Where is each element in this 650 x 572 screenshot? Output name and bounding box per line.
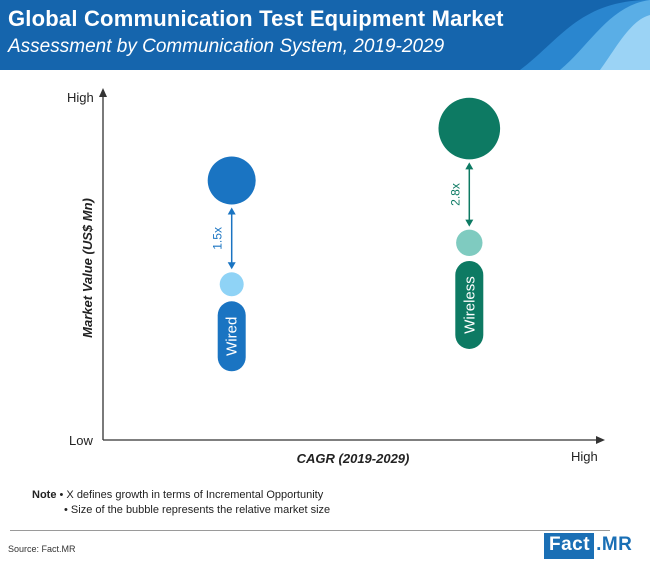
header-banner: Global Communication Test Equipment Mark…: [0, 0, 650, 70]
wireless-growth-arrow-head-down: [465, 219, 474, 227]
factmr-logo: Fact .MR: [544, 533, 641, 559]
wireless-bubble-2029: [438, 97, 501, 160]
wireless-bubble-2019: [456, 229, 483, 256]
y-axis-low-label: Low: [69, 433, 93, 448]
header-wave-decoration: [520, 0, 650, 70]
x-axis-arrow: [596, 436, 605, 444]
wired-growth-label: 1.5x: [211, 227, 225, 250]
wired-series-label: Wired: [224, 317, 241, 356]
footer-divider: [10, 530, 610, 531]
wireless-growth-arrow-head-up: [465, 162, 474, 170]
source-text: Source: Fact.MR: [8, 544, 76, 554]
wired-series-pill: [217, 301, 246, 372]
page-title: Global Communication Test Equipment Mark…: [8, 6, 504, 31]
note-line-1: • X defines growth in terms of Increment…: [59, 489, 324, 501]
x-axis-high-label: High: [571, 449, 598, 464]
y-axis-title: Market Value (US$ Mn): [80, 198, 95, 338]
wired-bubble-2029: [207, 156, 256, 205]
wireless-series-label: Wireless: [461, 276, 478, 334]
wireless-growth-label: 2.8x: [448, 183, 462, 206]
y-axis-high-label: High: [67, 90, 94, 105]
wired-growth-arrow-head-up: [227, 207, 236, 215]
y-axis-arrow: [99, 88, 107, 97]
logo-fact: Fact: [544, 533, 595, 559]
logo-mr: .MR: [594, 533, 635, 559]
x-axis-title: CAGR (2019-2029): [297, 451, 410, 466]
wired-bubble-2019: [219, 272, 244, 297]
wireless-series-pill: [455, 260, 484, 349]
wired-growth-arrow-head-down: [227, 262, 236, 270]
page-subtitle: Assessment by Communication System, 2019…: [8, 36, 445, 57]
note-line-2: • Size of the bubble represents the rela…: [64, 504, 331, 516]
chart-note: Note • X defines growth in terms of Incr…: [32, 488, 330, 518]
note-label: Note: [32, 489, 57, 501]
